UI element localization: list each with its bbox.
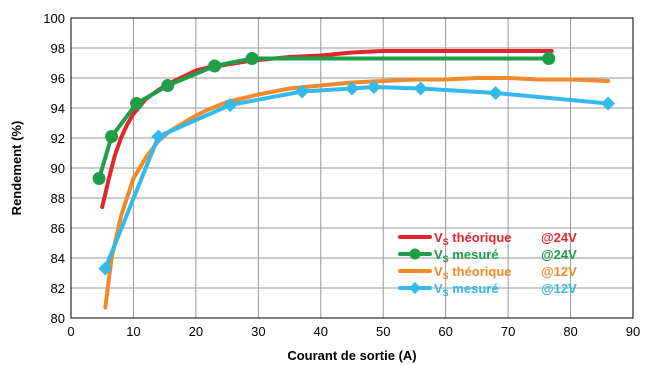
legend-voltage: @12V <box>541 281 577 296</box>
y-tick-label: 88 <box>51 191 65 206</box>
x-tick-label: 60 <box>438 324 452 339</box>
legend-label: VS théorique <box>434 264 512 281</box>
series-4-point <box>295 84 310 99</box>
legend-item-4: VS mesuré @12V <box>398 281 577 298</box>
series-2-point <box>208 59 222 73</box>
y-tick-label: 86 <box>51 221 65 236</box>
x-tick-label: 20 <box>189 324 203 339</box>
x-tick-labels: 0 10 20 30 40 50 60 70 80 90 <box>67 324 640 339</box>
y-tick-label: 100 <box>43 11 65 26</box>
x-tick-label: 70 <box>501 324 515 339</box>
legend-item-2: VS mesuré @24V <box>398 247 577 264</box>
series-4-point <box>601 96 616 111</box>
x-tick-label: 40 <box>314 324 328 339</box>
plot-frame <box>70 17 634 319</box>
series-4-point <box>98 261 113 276</box>
legend-marker <box>409 282 421 294</box>
series-4-point <box>223 98 238 112</box>
legend-voltage: @24V <box>541 230 577 245</box>
x-tick-label: 10 <box>126 324 140 339</box>
legend-voltage: @12V <box>541 264 577 279</box>
y-tick-label: 94 <box>51 101 65 116</box>
legend-label: VS mesuré <box>434 281 499 298</box>
series-2-point <box>92 172 106 185</box>
series-4-point <box>366 80 381 94</box>
y-tick-label: 82 <box>51 281 65 296</box>
markers-layer <box>92 52 616 276</box>
x-axis-title: Courant de sortie (A) <box>287 348 416 363</box>
y-tick-label: 96 <box>51 71 65 86</box>
series-4-point <box>345 81 359 96</box>
series-2-point <box>161 79 175 92</box>
series-2-point <box>245 52 259 65</box>
y-tick-label: 92 <box>51 131 65 146</box>
legend-label: VS mesuré <box>434 247 499 264</box>
series-2-point <box>130 97 144 110</box>
series-4-point <box>413 81 428 96</box>
legend-label: VS théorique <box>434 230 512 247</box>
series-4-point <box>488 86 503 100</box>
x-tick-label: 30 <box>251 324 265 339</box>
series-2-point <box>105 130 119 143</box>
y-tick-label: 84 <box>51 251 65 266</box>
x-tick-label: 80 <box>563 324 577 339</box>
series-2-point <box>542 52 556 65</box>
x-tick-label: 50 <box>376 324 390 339</box>
series-line-3 <box>103 76 610 310</box>
series-line-4 <box>103 85 610 271</box>
y-axis-title: Rendement (%) <box>9 121 24 216</box>
legend-voltage: @24V <box>541 247 577 262</box>
y-tick-label: 80 <box>51 311 65 326</box>
legend-marker <box>409 248 421 260</box>
x-tick-label: 0 <box>67 324 74 339</box>
legend-item-3: VS théorique @12V <box>398 264 577 281</box>
y-tick-label: 90 <box>51 161 65 176</box>
x-tick-label: 90 <box>626 324 640 339</box>
series-4-point <box>151 129 166 144</box>
legend-item-1: VS théorique @24V <box>398 230 577 247</box>
y-tick-labels: 80 82 84 86 88 90 92 94 96 98 100 <box>43 11 65 326</box>
y-tick-label: 98 <box>51 41 65 56</box>
